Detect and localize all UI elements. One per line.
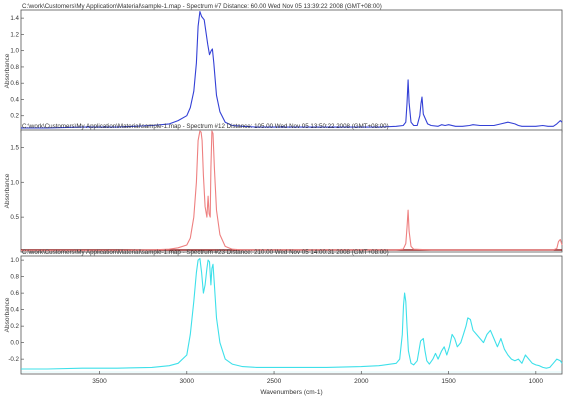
x-tick-label: 2500 (267, 378, 282, 385)
y-tick-label: 0.2 (10, 323, 19, 330)
y-tick-label: 0.0 (10, 340, 19, 347)
spectrum-line (21, 11, 563, 129)
spectrum-panel-3: C:\work\Customers\My Application\Materia… (4, 249, 563, 375)
y-tick-label: 0.8 (10, 64, 19, 71)
spectrum-panel-1: C:\work\Customers\My Application\Materia… (4, 3, 563, 133)
y-tick-label: 1.2 (10, 31, 19, 38)
y-tick-label: 1.4 (10, 15, 19, 22)
spectrum-line (21, 257, 563, 370)
x-tick-label: 3500 (92, 378, 107, 385)
y-tick-label: 1.0 (10, 179, 19, 186)
panel-title: C:\work\Customers\My Application\Materia… (22, 3, 382, 10)
spectra-panels: C:\work\Customers\My Application\Materia… (4, 3, 563, 396)
y-tick-label: 0.5 (10, 214, 19, 221)
y-axis-label: Absorbance (4, 297, 11, 332)
plot-frame (20, 9, 563, 133)
y-tick-label: 1.0 (10, 257, 19, 264)
y-axis-label: Absorbance (4, 53, 11, 88)
x-axis: 3500 3000 2500 2000 1500 1000 Wavenumbers (cm-… (92, 371, 543, 396)
y-tick-label: 0.4 (10, 307, 19, 314)
x-tick-label: 2000 (354, 378, 369, 385)
y-tick-label: 1.5 (10, 144, 19, 151)
panel-title: C:\work\Customers\My Application\Materia… (22, 123, 389, 130)
y-tick-label: 1.0 (10, 48, 19, 55)
plot-frame (20, 255, 563, 375)
panel-title: C:\work\Customers\My Application\Materia… (22, 249, 389, 256)
x-tick-label: 1500 (441, 378, 456, 385)
spectrum-line (21, 130, 563, 252)
x-axis-label: Wavenumbers (cm-1) (260, 389, 322, 396)
spectrum-panel-2: C:\work\Customers\My Application\Materia… (4, 123, 563, 253)
y-axis-label: Absorbance (4, 173, 11, 208)
y-tick-label: 0.2 (10, 113, 19, 120)
y-tick-label: -0.2 (8, 356, 19, 363)
y-tick-label: 0.6 (10, 80, 19, 87)
plot-frame (20, 129, 563, 253)
y-tick-label: 0.6 (10, 290, 19, 297)
x-tick-label: 1000 (529, 378, 544, 385)
y-tick-label: 0.8 (10, 274, 19, 281)
x-tick-label: 3000 (180, 378, 195, 385)
y-tick-label: 0.4 (10, 96, 19, 103)
